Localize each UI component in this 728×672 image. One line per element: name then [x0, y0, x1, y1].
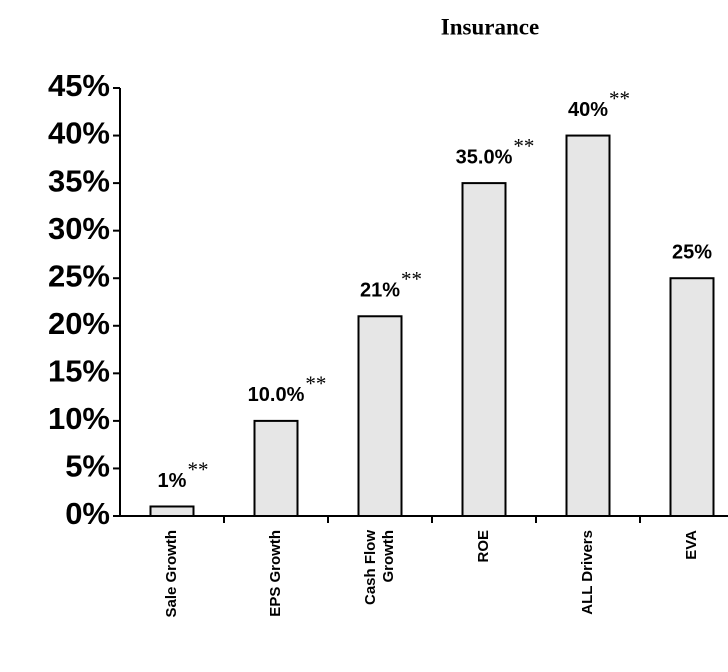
y-tick-label: 25%	[48, 258, 110, 293]
bar	[253, 419, 299, 517]
chart-title: Insurance	[441, 14, 539, 39]
value-label: 21%	[360, 280, 400, 302]
x-tick-label: ROE	[475, 530, 492, 563]
value-note: **	[401, 267, 422, 291]
bar	[565, 134, 611, 518]
y-tick-label: 5%	[65, 449, 110, 484]
x-tick-label: Sale Growth	[163, 530, 180, 618]
value-label: 10.0%	[248, 384, 305, 406]
y-tick-label: 15%	[48, 354, 110, 389]
y-tick-label: 40%	[48, 116, 110, 151]
bar	[357, 315, 403, 517]
value-note: **	[609, 86, 630, 110]
x-tick-label: EVA	[683, 530, 700, 560]
y-tick-label: 10%	[48, 401, 110, 436]
value-note: **	[513, 134, 534, 158]
value-label: 1%	[158, 470, 187, 492]
y-tick-label: 35%	[48, 163, 110, 198]
y-tick-label: 0%	[65, 496, 110, 531]
x-tick-label: Cash FlowGrowth	[362, 530, 397, 605]
x-tick-label: EPS Growth	[267, 530, 284, 617]
value-note: **	[187, 457, 208, 481]
y-tick-label: 20%	[48, 306, 110, 341]
x-tick-label: ALL Drivers	[579, 530, 596, 615]
y-tick-label: 45%	[48, 68, 110, 103]
value-note: **	[305, 372, 326, 396]
value-label: 40%	[568, 99, 608, 121]
bar	[669, 277, 715, 517]
value-label: 25%	[672, 242, 712, 264]
y-tick-label: 30%	[48, 211, 110, 246]
value-label: 35.0%	[456, 146, 513, 168]
bar	[149, 505, 195, 518]
bar	[461, 182, 507, 517]
